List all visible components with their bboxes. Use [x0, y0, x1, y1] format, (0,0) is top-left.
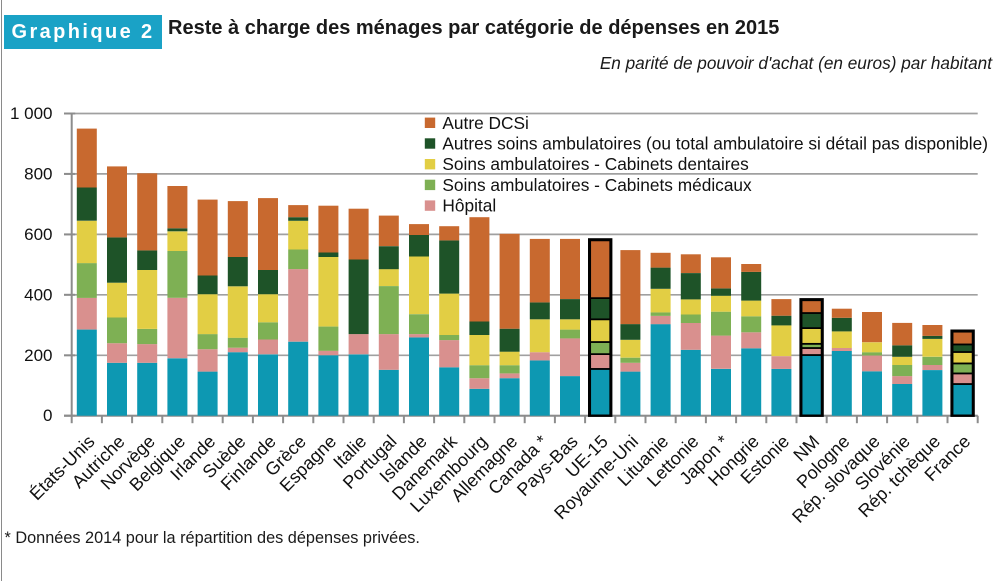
svg-text:0: 0	[43, 406, 52, 425]
svg-text:400: 400	[24, 285, 52, 304]
svg-text:Soins ambulatoires - Cabinets: Soins ambulatoires - Cabinets dentaires	[442, 154, 749, 174]
svg-text:600: 600	[24, 225, 52, 244]
svg-text:1 000: 1 000	[10, 104, 53, 123]
svg-text:Autre DCSi: Autre DCSi	[442, 113, 528, 133]
svg-text:Hôpital: Hôpital	[442, 196, 496, 216]
svg-text:800: 800	[24, 164, 52, 183]
svg-text:200: 200	[24, 346, 52, 365]
svg-text:Soins ambulatoires - Cabinets: Soins ambulatoires - Cabinets médicaux	[442, 175, 752, 195]
svg-text:Autres soins ambulatoires (ou: Autres soins ambulatoires (ou total ambu…	[442, 134, 988, 154]
